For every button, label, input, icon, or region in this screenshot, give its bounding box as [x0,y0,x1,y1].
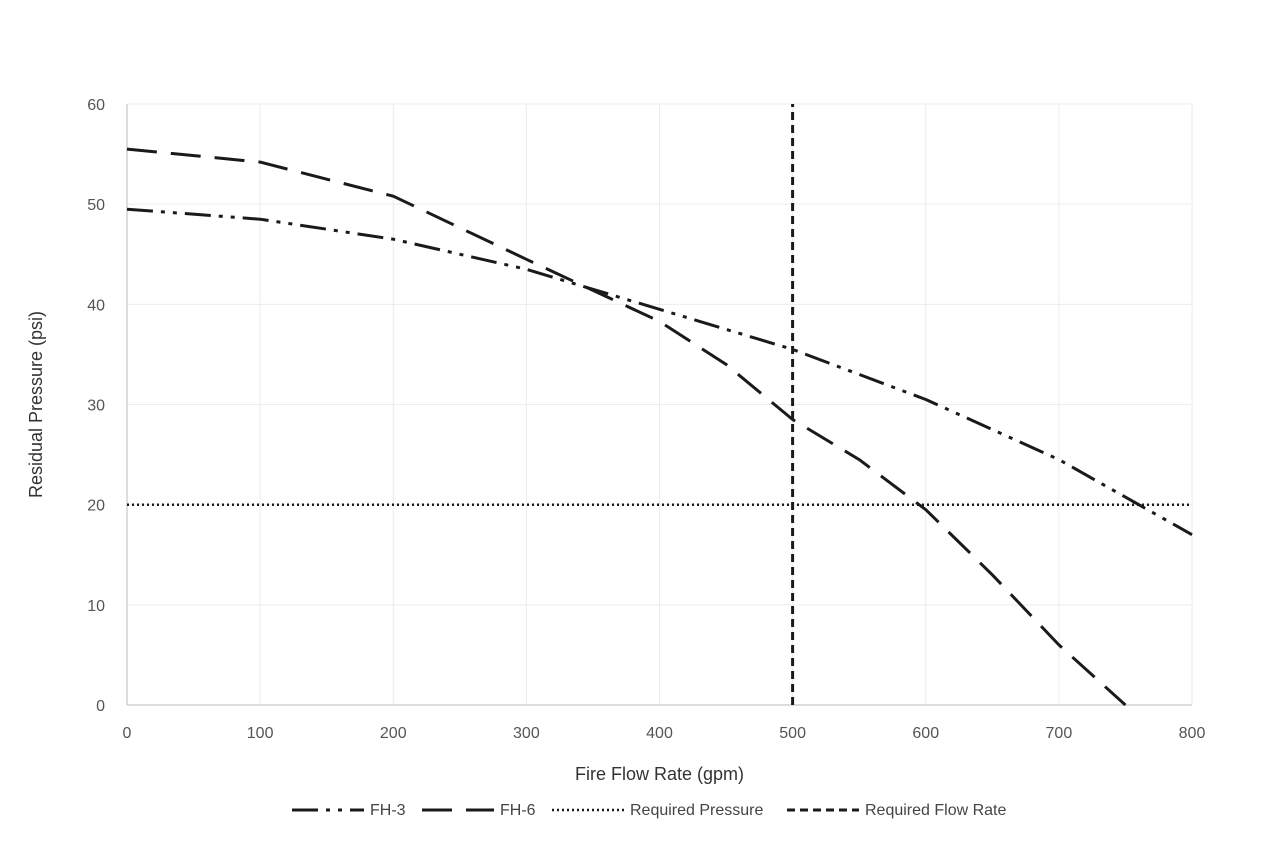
legend-label: Required Flow Rate [865,802,1007,819]
y-tick-label: 30 [87,398,105,415]
legend-label: Required Pressure [630,802,764,819]
y-tick-label: 10 [87,598,105,615]
x-axis-title: Fire Flow Rate (gpm) [575,764,744,784]
axes [126,104,1192,706]
y-tick-label: 50 [87,197,105,214]
tick-labels: 0 100 200 300 400 500 600 700 800 0 10 20 30 40 50 60 [87,97,1205,742]
series-lines [126,104,1193,707]
x-tick-label: 400 [646,725,673,742]
x-tick-label: 500 [779,725,806,742]
y-tick-label: 0 [96,698,105,715]
legend-label: FH-3 [370,802,406,819]
series-line-fh-3 [126,207,1193,537]
legend: FH-3 FH-6 Required Pressure Required Flow R… [292,802,1007,819]
x-tick-label: 200 [380,725,407,742]
x-tick-label: 600 [912,725,939,742]
y-tick-label: 20 [87,498,105,515]
y-axis-title: Residual Pressure (psi) [26,311,46,498]
y-tick-label: 40 [87,297,105,314]
legend-label: FH-6 [500,802,536,819]
x-tick-label: 100 [247,725,274,742]
x-tick-label: 0 [123,725,132,742]
x-tick-label: 300 [513,725,540,742]
x-tick-label: 700 [1046,725,1073,742]
x-tick-label: 800 [1179,725,1206,742]
series-line-fh-6 [126,147,1127,707]
y-tick-label: 60 [87,97,105,114]
